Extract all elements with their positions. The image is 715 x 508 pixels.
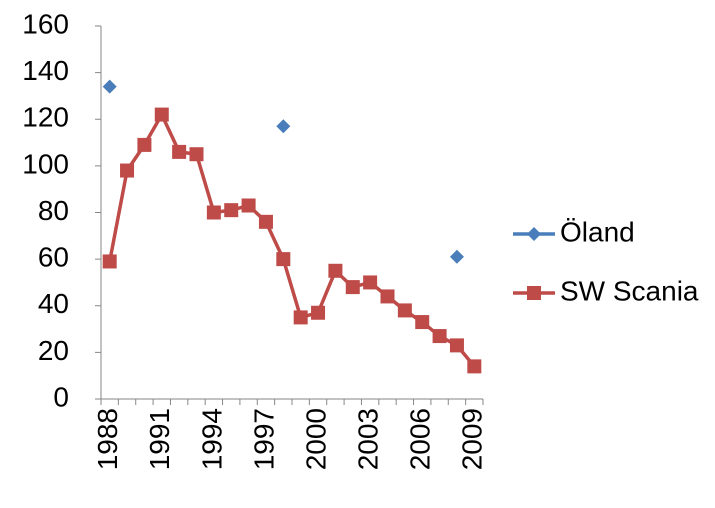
data-point — [154, 107, 169, 122]
y-tick-label: 40 — [38, 288, 69, 319]
legend-marker — [527, 227, 541, 241]
data-point — [102, 79, 117, 94]
data-point — [189, 147, 204, 162]
series-line — [107, 112, 476, 368]
data-point — [363, 275, 378, 290]
data-point — [102, 254, 117, 269]
x-tick-label: 1997 — [248, 408, 279, 470]
data-point — [397, 303, 412, 318]
y-tick-label: 80 — [38, 195, 69, 226]
data-point — [415, 315, 430, 330]
y-tick-label: 140 — [22, 55, 69, 86]
y-tick-label: 160 — [22, 8, 69, 39]
data-point — [345, 280, 360, 295]
data-point — [311, 305, 326, 320]
data-point — [137, 137, 152, 152]
data-point — [241, 198, 256, 213]
data-point — [449, 249, 464, 264]
legend-label: SW Scania — [560, 275, 699, 306]
data-point — [380, 289, 395, 304]
x-tick-label: 1994 — [196, 408, 227, 470]
data-point — [276, 252, 291, 267]
x-tick-label: 2009 — [457, 408, 488, 470]
data-point — [467, 359, 482, 374]
data-point — [206, 205, 221, 220]
data-point — [449, 338, 464, 353]
data-point — [276, 119, 291, 134]
y-tick-label: 60 — [38, 242, 69, 273]
data-point — [120, 163, 135, 178]
legend-marker — [527, 286, 541, 300]
x-tick-label: 2003 — [353, 408, 384, 470]
data-point — [224, 203, 239, 218]
y-tick-label: 100 — [22, 148, 69, 179]
data-point — [258, 214, 273, 229]
data-point — [172, 144, 187, 159]
x-tick-label: 1988 — [92, 408, 123, 470]
data-point — [432, 329, 447, 344]
legend-label: Öland — [560, 216, 635, 247]
x-tick-label: 1991 — [144, 408, 175, 470]
x-tick-label: 2006 — [405, 408, 436, 470]
x-tick-label: 2000 — [300, 408, 331, 470]
y-tick-label: 120 — [22, 102, 69, 133]
y-tick-label: 0 — [53, 381, 69, 412]
y-tick-label: 20 — [38, 335, 69, 366]
data-point — [328, 263, 343, 278]
data-point — [293, 310, 308, 325]
